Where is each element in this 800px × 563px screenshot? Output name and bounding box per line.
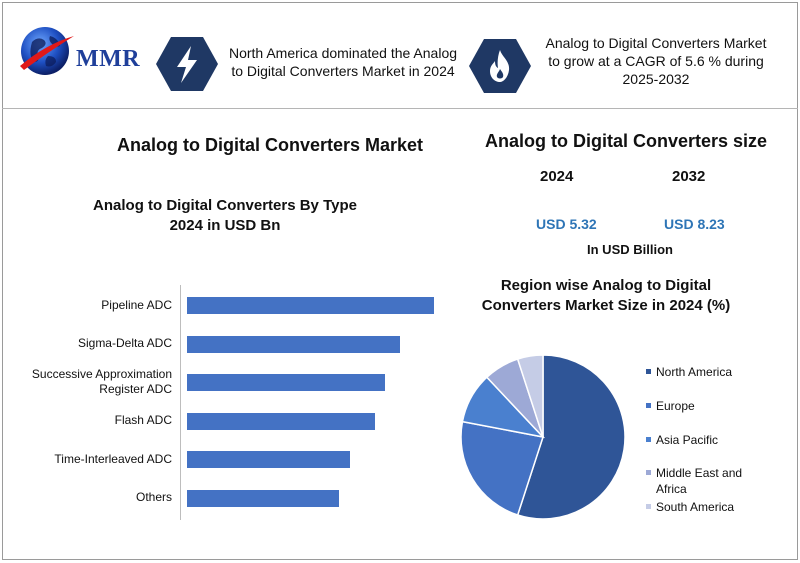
legend-item-1: Europe [646, 398, 766, 414]
main-title: Analog to Digital Converters Market [116, 135, 424, 155]
bar-label-2: Successive Approximation Register ADC [31, 367, 172, 396]
size-unit-label: In USD Billion [587, 242, 673, 257]
legend-swatch-2 [646, 437, 651, 442]
legend-label-0: North America [656, 365, 733, 379]
banner-left-text: North America dominated the Analog to Di… [228, 45, 458, 79]
lightning-bolt-icon [155, 35, 219, 93]
legend-label-1: Europe [656, 399, 695, 413]
size-year-2024: 2024 [540, 168, 574, 185]
bar-label-0: Pipeline ADC [101, 297, 172, 312]
bar-0 [187, 297, 434, 314]
mmr-logo: MMR [14, 18, 144, 88]
pie-chart-title: Region wise Analog to Digital Converters… [481, 277, 731, 314]
bar-label-4: Time-Interleaved ADC [54, 451, 172, 466]
bar-chart-title: Analog to Digital Converters By Type 202… [93, 197, 357, 234]
bar-1 [187, 335, 400, 353]
size-value-2024: USD 5.32 [536, 216, 597, 232]
legend-item-3: Middle East and Africa [646, 465, 766, 497]
bar-label-5: Others [135, 490, 172, 504]
pie-slice-4 [516, 354, 544, 438]
legend-swatch-0 [646, 369, 651, 374]
bar-chart-axis [180, 285, 181, 520]
legend-label-3: Middle East and Africa [656, 466, 743, 496]
pie-chart [460, 354, 626, 520]
legend-item-2: Asia Pacific [646, 432, 766, 448]
bar-2 [187, 374, 385, 391]
flame-icon [468, 37, 532, 95]
bar-4 [187, 451, 351, 468]
size-panel-title: Analog to Digital Converters size [484, 131, 768, 151]
legend-label-4: South America [656, 500, 735, 514]
logo-text: MMR [76, 46, 141, 72]
legend-swatch-1 [646, 403, 651, 408]
banner-right-text: Analog to Digital Converters Market to g… [545, 35, 767, 87]
size-year-2032: 2032 [672, 168, 706, 185]
globe-icon [20, 27, 74, 75]
bar-3 [187, 412, 376, 430]
header-divider [2, 108, 798, 109]
legend-label-2: Asia Pacific [656, 433, 719, 447]
pie-slice-1 [460, 420, 544, 516]
legend-item-0: North America [646, 364, 766, 380]
bar-label-3: Flash ADC [114, 413, 172, 427]
bar-5 [187, 489, 339, 507]
legend-swatch-4 [646, 504, 651, 509]
size-value-2032: USD 8.23 [664, 216, 725, 232]
pie-slice-0 [516, 354, 626, 520]
legend-swatch-3 [646, 470, 651, 475]
legend-item-4: South America [646, 499, 766, 515]
bar-label-1: Sigma-Delta ADC [77, 336, 172, 350]
